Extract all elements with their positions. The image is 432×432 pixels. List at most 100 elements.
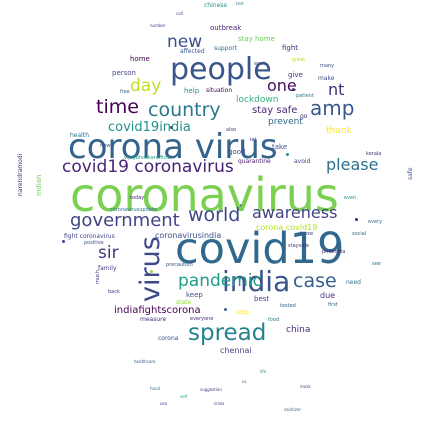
word-staysafe: staysafe bbox=[288, 243, 310, 249]
word-sanitizer: sanitizer bbox=[284, 407, 302, 412]
word-world: world bbox=[188, 204, 241, 226]
speckle bbox=[224, 308, 227, 311]
word-today: today bbox=[130, 195, 145, 201]
word-support: support bbox=[214, 45, 238, 52]
word-indian: indian bbox=[35, 174, 43, 197]
word-news: news bbox=[100, 143, 113, 149]
word-state: state bbox=[176, 299, 192, 306]
word-nt: nt bbox=[328, 80, 345, 99]
word-mask: mask bbox=[300, 384, 311, 389]
word-sir: sir bbox=[98, 243, 119, 263]
word-number: number bbox=[150, 23, 166, 28]
word-due: due bbox=[320, 291, 336, 300]
word-china: china bbox=[286, 325, 311, 335]
word-affected: affected bbox=[180, 48, 205, 55]
word-stay-home: stay home bbox=[238, 35, 275, 43]
word-person: person bbox=[112, 69, 136, 77]
word-many: many bbox=[320, 63, 335, 69]
word-new: new bbox=[167, 32, 203, 52]
word-chinese: chinese bbox=[204, 2, 228, 9]
speckle bbox=[240, 204, 244, 208]
word-home: home bbox=[130, 55, 150, 63]
word-avoid: avoid bbox=[294, 158, 311, 165]
speckle bbox=[62, 240, 65, 243]
word-self: self bbox=[180, 394, 188, 399]
word-patient: patient bbox=[296, 93, 314, 99]
word-food: food bbox=[268, 317, 280, 323]
speckle bbox=[170, 126, 173, 129]
word-stop: stop bbox=[236, 309, 249, 316]
word-kerala: kerala bbox=[366, 151, 382, 157]
word-use: use bbox=[160, 401, 168, 406]
word-outbreak: outbreak bbox=[210, 24, 242, 32]
word-corona-covid19: corona covid19 bbox=[256, 223, 318, 232]
word-free: free bbox=[120, 89, 130, 95]
word-social: social bbox=[352, 231, 367, 237]
word-please: please bbox=[326, 155, 379, 174]
word-government: government bbox=[70, 210, 180, 231]
word-family: family bbox=[98, 265, 117, 272]
word-coronavirus: coronavirus bbox=[70, 168, 339, 222]
word-let: let bbox=[250, 137, 257, 143]
word-make: make bbox=[318, 75, 335, 82]
word-stay-safe: stay safe bbox=[252, 105, 298, 116]
word-country: country bbox=[148, 99, 221, 121]
word-tested: tested bbox=[280, 303, 296, 309]
word-prevent: prevent bbox=[268, 117, 303, 127]
word-work: work bbox=[254, 61, 267, 67]
word-situation: situation bbox=[206, 87, 233, 94]
word-one: one bbox=[267, 76, 297, 95]
word-lockdown: lockdown bbox=[236, 95, 279, 105]
word-healthcare: healthcare bbox=[134, 359, 156, 364]
word-covid19india: covid19india bbox=[108, 120, 191, 135]
word-measure: measure bbox=[140, 316, 167, 323]
word-spread: spread bbox=[188, 320, 267, 346]
word-much: much bbox=[95, 270, 101, 284]
word-pandemic: pandemic bbox=[178, 271, 262, 291]
word-awareness: awareness bbox=[252, 203, 338, 222]
word-need: need bbox=[346, 279, 361, 286]
word-test: test bbox=[236, 1, 244, 6]
word-hand: hand bbox=[150, 386, 161, 391]
word-safe: safe bbox=[407, 167, 414, 180]
word-covid19: covid19 bbox=[175, 224, 345, 274]
word-amp: amp bbox=[310, 96, 355, 120]
word-coronavirusindia: coronavirusindia bbox=[155, 231, 222, 240]
word-corona-virus: corona virus bbox=[68, 127, 278, 167]
word-every: every bbox=[368, 219, 383, 225]
word-even: even bbox=[344, 195, 357, 201]
word-good: good bbox=[228, 148, 246, 156]
word-see: see bbox=[372, 261, 381, 267]
word-also: also bbox=[226, 127, 237, 133]
word-take: take bbox=[272, 143, 288, 151]
word-give: give bbox=[288, 71, 303, 79]
word-great: great bbox=[292, 57, 306, 63]
word-thank: thank bbox=[326, 126, 352, 136]
word-fight-coronavirus: fight coronavirus bbox=[64, 233, 115, 240]
word-suggestion: suggestion bbox=[200, 387, 222, 392]
word-help: help bbox=[184, 87, 200, 95]
word-coronavirusupdate: coronavirusupdate bbox=[110, 207, 157, 213]
word-narendramodi: narendramodi bbox=[17, 153, 24, 196]
word-keep: keep bbox=[186, 291, 203, 299]
word-precaution: precaution bbox=[166, 262, 193, 268]
word-chennai: chennai bbox=[220, 346, 252, 355]
speckle bbox=[355, 218, 358, 221]
word-positive: positive bbox=[84, 240, 104, 246]
speckle bbox=[150, 270, 153, 273]
word-know: know bbox=[300, 231, 314, 237]
word-us: us bbox=[242, 379, 247, 384]
word-go: go bbox=[300, 113, 308, 120]
word-best: best bbox=[254, 295, 270, 303]
word-vijaybhoskarofficial: vijaybhoskarofficial bbox=[124, 155, 173, 161]
word-call: call bbox=[176, 11, 183, 16]
word-pmoindia: pmoindia bbox=[322, 249, 346, 255]
speckle bbox=[286, 153, 289, 156]
word-everyone: everyone bbox=[190, 316, 214, 322]
word-covid19-coronavirus: covid19 coronavirus bbox=[62, 157, 234, 177]
word-crisis: crisis bbox=[214, 401, 225, 406]
word-indiafightscorona: indiafightscorona bbox=[114, 305, 201, 316]
word-corona: corona bbox=[158, 335, 179, 342]
word-health: health bbox=[70, 132, 89, 139]
